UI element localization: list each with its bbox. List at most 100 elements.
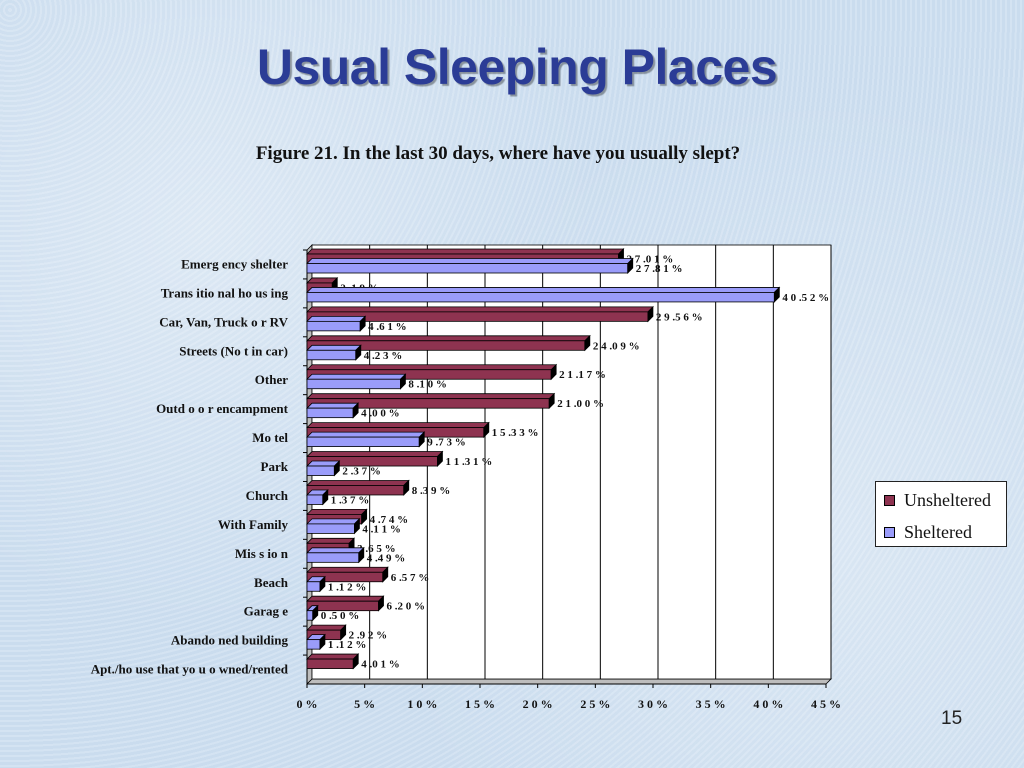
bar-sheltered-top (306, 373, 407, 380)
bar-cap-unsheltered (647, 305, 654, 323)
bar-cap-unsheltered (378, 595, 384, 612)
chart-legend: Unsheltered Sheltered (875, 481, 1007, 547)
legend-item-unsheltered: Unsheltered (884, 490, 991, 511)
bar-unsheltered (306, 658, 354, 669)
bar-unsheltered-top (306, 537, 356, 544)
bar-sheltered (306, 292, 775, 303)
bar-cap-sheltered (312, 604, 319, 622)
data-label-unsheltered: 6 .2 0 % (387, 601, 426, 613)
data-label-sheltered: 4 .2 3 % (364, 350, 403, 362)
bar-cap-unsheltered (550, 363, 557, 381)
bar-cap-unsheltered (361, 508, 368, 525)
category-label: Emerg ency shelter (181, 257, 288, 272)
category-label: Garag e (244, 604, 289, 619)
data-label-unsheltered: 1 1 .3 1 % (445, 456, 492, 468)
category-label: Mis s io n (235, 546, 289, 561)
x-tick-label: 1 5 % (465, 697, 495, 711)
bar-sheltered (306, 465, 335, 476)
bar-sheltered-top (306, 460, 341, 467)
category-label: Apt./ho use that yo u o wned/rented (91, 662, 289, 677)
figure-caption: Figure 21. In the last 30 days, where ha… (255, 143, 741, 164)
bar-cap-unsheltered (403, 479, 410, 496)
bar-cap-sheltered (355, 344, 362, 361)
bar-sheltered-top (306, 258, 634, 264)
x-tick-label: 1 0 % (407, 697, 437, 711)
bar-sheltered (306, 407, 354, 419)
bar-sheltered (306, 263, 629, 274)
x-tick-label: 5 % (354, 697, 375, 711)
data-label-unsheltered: 4 .0 1 % (361, 659, 400, 671)
bar-unsheltered-top (306, 451, 444, 457)
bar-cap-sheltered (418, 431, 425, 448)
legend-item-sheltered: Sheltered (884, 522, 972, 543)
page-number: 15 (941, 708, 963, 729)
bar-cap-unsheltered (548, 392, 555, 410)
bar-cap-sheltered (319, 633, 326, 651)
category-label: Car, Van, Truck o r RV (159, 314, 288, 329)
x-tick-label: 2 0 % (523, 697, 553, 711)
legend-swatch-sheltered (884, 527, 895, 538)
slide-title: Usual Sleeping Places (256, 39, 778, 95)
bar-sheltered (306, 436, 420, 448)
data-label-unsheltered: 8 .3 9 % (412, 485, 451, 497)
data-label-sheltered: 1 .1 2 % (328, 639, 367, 651)
category-label: Beach (254, 575, 289, 590)
bar-unsheltered-top (306, 306, 654, 313)
category-label: Outd o o r encampment (156, 401, 289, 416)
bar-sheltered-top (306, 547, 365, 554)
bar-sheltered (306, 523, 355, 534)
data-label-unsheltered: 2 1 .1 7 % (559, 369, 606, 381)
data-label-unsheltered: 2 .9 2 % (349, 630, 388, 642)
data-label-unsheltered: 2 1 .0 0 % (557, 398, 604, 410)
category-label: Mo tel (252, 430, 288, 445)
bar-unsheltered-top (306, 508, 368, 515)
data-label-unsheltered: 1 5 .3 3 % (492, 427, 539, 439)
category-label: With Family (218, 517, 289, 532)
bar-cap-sheltered (333, 460, 340, 477)
bar-sheltered (306, 320, 361, 332)
category-label: Church (246, 488, 289, 503)
data-label-unsheltered: 2 7 .0 1 % (627, 254, 674, 266)
bar-sheltered (306, 639, 321, 650)
bar-unsheltered-top (306, 335, 591, 342)
x-tick-label: 3 5 % (696, 697, 726, 711)
data-label-sheltered: 4 .1 1 % (362, 523, 401, 535)
bar-sheltered-top (306, 344, 362, 351)
bar-cap-sheltered (352, 402, 359, 419)
bar-cap-unsheltered (382, 566, 389, 583)
data-label-sheltered: 9 .7 3 % (427, 437, 466, 449)
bar-sheltered-top (306, 431, 426, 438)
bar-unsheltered-top (306, 364, 558, 371)
bar-sheltered-top (306, 518, 361, 525)
bar-unsheltered-top (306, 422, 490, 429)
legend-label-unsheltered: Unsheltered (904, 490, 991, 510)
bar-sheltered-top (306, 287, 781, 293)
data-label-sheltered: 1 .1 2 % (328, 581, 367, 593)
bar-cap-unsheltered (584, 334, 591, 352)
bar-cap-sheltered (773, 286, 780, 303)
data-label-sheltered: 4 0 .5 2 % (782, 292, 829, 304)
bar-sheltered-top (306, 315, 367, 322)
data-label-sheltered: 2 7 .8 1 % (636, 263, 683, 275)
x-tick-label: 2 5 % (580, 697, 610, 711)
bar-unsheltered-top (306, 566, 389, 573)
data-label-unsheltered: 4 .7 4 % (370, 514, 409, 526)
bar-unsheltered-top (306, 480, 410, 486)
bar-cap-unsheltered (483, 421, 490, 439)
bar-cap-sheltered (354, 517, 360, 535)
data-label-sheltered: 2 .3 7 % (342, 466, 381, 478)
data-label-unsheltered: 2 4 .0 9 % (593, 340, 640, 352)
category-label: Park (261, 459, 289, 474)
bar-cap-sheltered (400, 373, 406, 390)
bar-sheltered (306, 552, 360, 563)
bar-cap-unsheltered (352, 653, 359, 670)
category-label: Streets (No t in car) (179, 343, 288, 358)
x-tick-label: 4 0 % (753, 697, 783, 711)
bar-cap-sheltered (322, 489, 329, 506)
bar-cap-unsheltered (437, 450, 443, 467)
data-label-sheltered: 0 .5 0 % (321, 610, 360, 622)
category-label: Other (255, 372, 288, 387)
data-label-unsheltered: 3 .6 5 % (357, 543, 396, 555)
x-tick-label: 3 0 % (638, 697, 668, 711)
